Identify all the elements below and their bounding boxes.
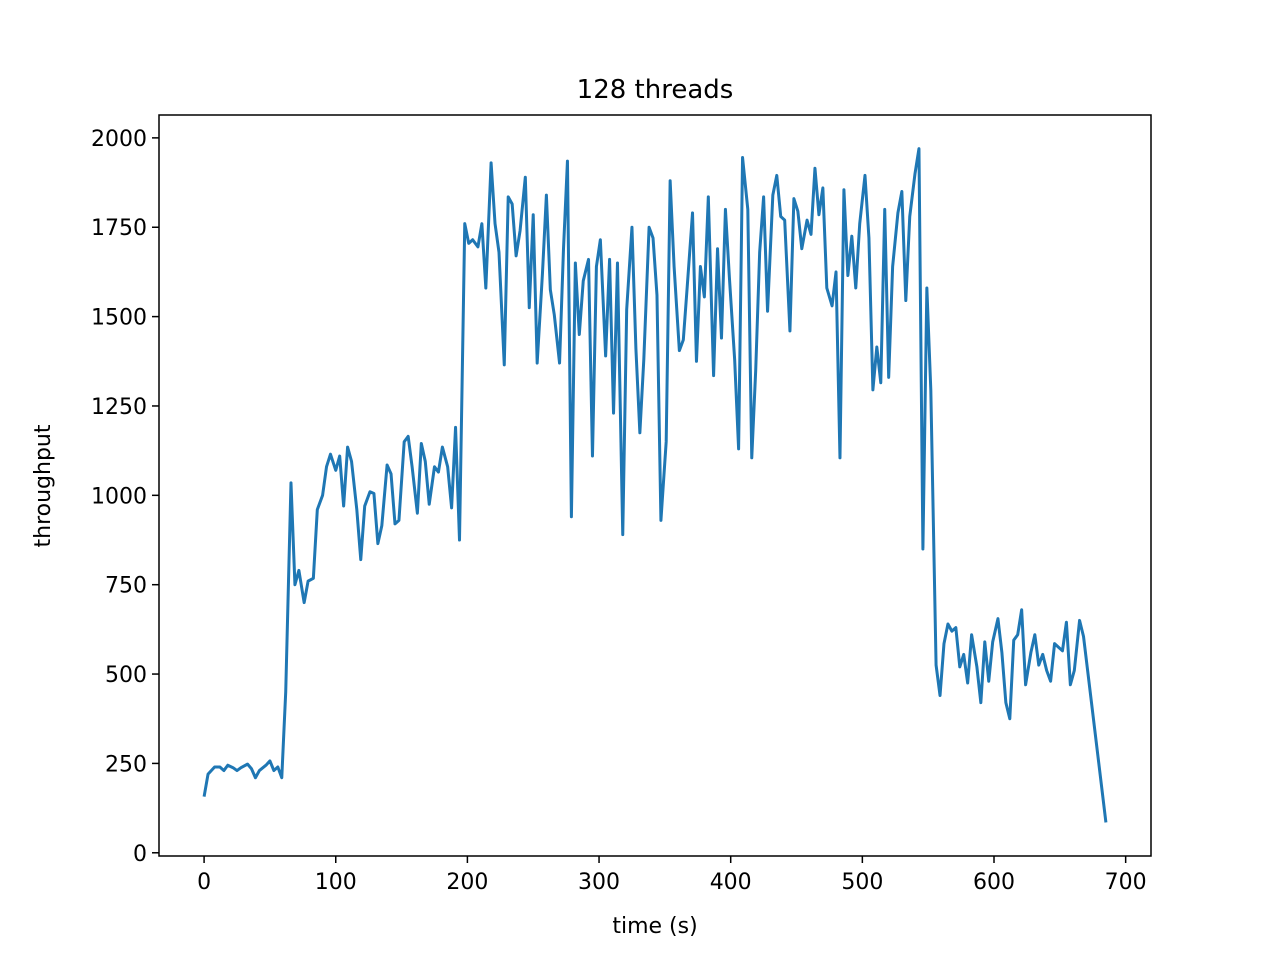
x-tick-label: 400 [710, 870, 752, 895]
x-tick-label: 200 [446, 870, 488, 895]
x-tick-label: 0 [197, 870, 211, 895]
y-tick-label: 1250 [91, 395, 147, 420]
axes-frame [158, 114, 1152, 857]
data-line [202, 147, 1108, 823]
y-tick-label: 1750 [91, 216, 147, 241]
x-tick-label: 300 [578, 870, 620, 895]
x-tick-label: 700 [1105, 870, 1147, 895]
y-tick-label: 2000 [91, 127, 147, 152]
x-tick-label: 600 [973, 870, 1015, 895]
x-tick-label: 100 [315, 870, 357, 895]
y-tick-label: 750 [105, 574, 147, 599]
y-tick-label: 250 [105, 752, 147, 777]
y-tick-label: 1500 [91, 306, 147, 331]
x-tick-label: 500 [841, 870, 883, 895]
chart-title: 128 threads [577, 75, 734, 105]
y-axis-label: throughput [31, 424, 56, 547]
y-tick-label: 500 [105, 663, 147, 688]
y-tick-label: 0 [133, 842, 147, 867]
y-tick-label: 1000 [91, 484, 147, 509]
x-axis-label: time (s) [612, 914, 697, 939]
